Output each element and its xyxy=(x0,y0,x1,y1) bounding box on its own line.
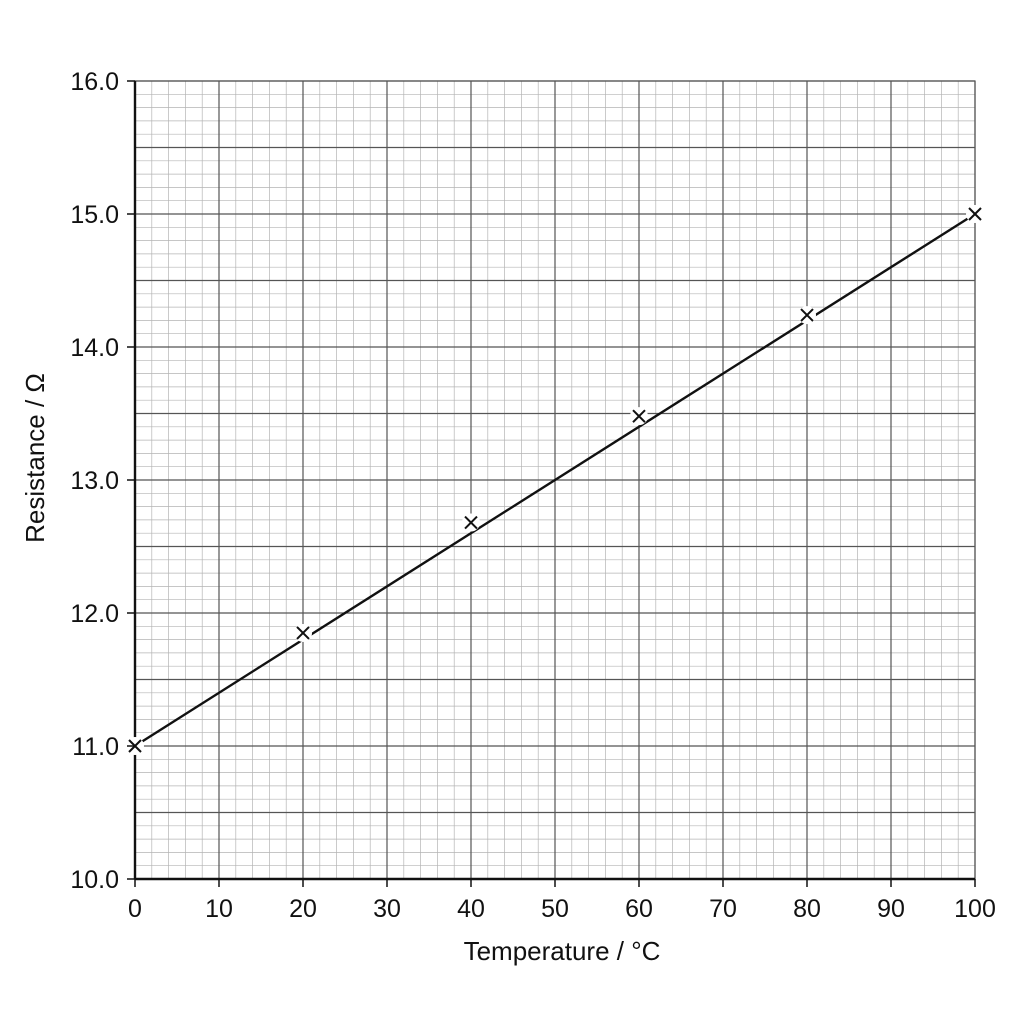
x-tick-label: 90 xyxy=(877,895,905,923)
data-point xyxy=(462,513,480,532)
data-point xyxy=(294,623,312,642)
y-tick-label: 15.0 xyxy=(70,201,119,229)
y-tick-labels: 10.0 11.0 12.0 13.0 14.0 15.0 16.0 xyxy=(70,68,135,894)
best-fit-line-group xyxy=(133,212,977,748)
y-tick-label: 11.0 xyxy=(72,733,119,761)
x-axis-title: Temperature / °C xyxy=(464,936,661,966)
data-point xyxy=(798,306,816,325)
x-tick-label: 50 xyxy=(541,895,569,923)
y-tick-label: 14.0 xyxy=(70,334,119,362)
x-tick-label: 30 xyxy=(373,895,401,923)
data-point-cross-stroke xyxy=(464,515,478,530)
data-point xyxy=(966,205,984,223)
y-axis-title: Resistance / Ω xyxy=(20,373,50,543)
x-tick-label: 60 xyxy=(625,895,653,923)
y-tick-label: 13.0 xyxy=(70,467,119,495)
x-tick-label: 70 xyxy=(709,895,737,923)
x-tick-labels: 0 10 20 30 40 50 60 70 80 90 100 xyxy=(128,879,996,923)
x-tick-label: 10 xyxy=(205,895,233,923)
y-tick-label: 16.0 xyxy=(70,68,119,96)
best-fit-line xyxy=(133,212,977,748)
data-point-cross-stroke xyxy=(968,207,982,221)
y-tick-label: 10.0 xyxy=(70,866,119,894)
x-tick-label: 80 xyxy=(793,895,821,923)
data-point-cross-stroke xyxy=(296,626,310,640)
data-point-cross-stroke xyxy=(800,308,814,322)
x-tick-label: 20 xyxy=(289,895,317,923)
x-tick-label: 100 xyxy=(954,895,996,923)
x-tick-label: 0 xyxy=(128,895,142,923)
data-point xyxy=(630,407,648,426)
x-tick-label: 40 xyxy=(457,895,485,923)
data-point-cross-stroke xyxy=(632,409,646,423)
y-tick-label: 12.0 xyxy=(70,600,119,628)
